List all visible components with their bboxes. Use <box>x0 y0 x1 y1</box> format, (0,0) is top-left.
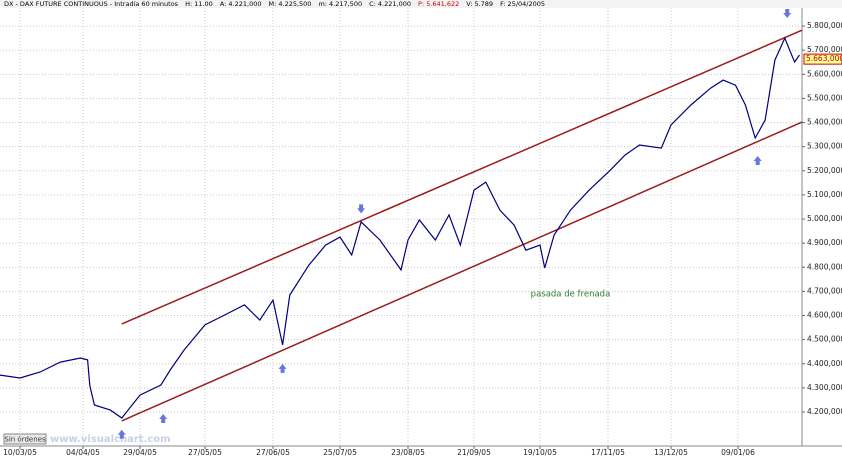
y-tick-label: 5.500,000 <box>807 93 842 102</box>
x-tick-label: 09/01/06 <box>721 448 755 457</box>
y-tick-label: 5.300,000 <box>807 142 842 151</box>
header-field: A: 4.221,000 <box>220 0 262 8</box>
y-tick-label: 5.600,000 <box>807 69 842 78</box>
header-field: C: 4.221,000 <box>369 0 411 8</box>
y-tick-label: 4.600,000 <box>807 311 842 320</box>
y-tick-label: 4.500,000 <box>807 335 842 344</box>
y-tick-label: 5.100,000 <box>807 190 842 199</box>
x-tick-label: 13/12/05 <box>654 448 688 457</box>
y-tick-label: 4.300,000 <box>807 383 842 392</box>
arrow-marker <box>783 9 792 19</box>
y-tick-label: 4.800,000 <box>807 262 842 271</box>
arrow-marker <box>117 429 126 439</box>
last-price-box <box>803 53 842 65</box>
arrow-marker <box>357 204 366 214</box>
y-tick-label: 4.200,000 <box>807 407 842 416</box>
x-tick-label: 19/10/05 <box>523 448 557 457</box>
header-field: V: 5.789 <box>466 0 493 8</box>
y-tick-label: 5.700,000 <box>807 45 842 54</box>
x-tick-label: 04/04/05 <box>66 448 100 457</box>
price-line <box>0 36 800 419</box>
x-tick-label: 23/08/05 <box>391 448 425 457</box>
arrow-marker <box>753 155 762 165</box>
y-tick-label: 4.900,000 <box>807 238 842 247</box>
y-tick-label: 5.400,000 <box>807 118 842 127</box>
header-field: DX - DAX FUTURE CONTINUOUS - Intradía 60… <box>4 0 179 8</box>
x-tick-label: 29/04/05 <box>123 448 157 457</box>
header-field: F: 25/04/2005 <box>500 0 545 8</box>
arrow-marker <box>159 414 168 424</box>
x-tick-label: 21/09/05 <box>457 448 491 457</box>
y-tick-label: 5.200,000 <box>807 166 842 175</box>
x-tick-label: 25/07/05 <box>323 448 357 457</box>
arrow-marker <box>278 363 287 373</box>
last-price-label: 5.663,000 <box>806 54 842 63</box>
y-tick-label: 5.000,000 <box>807 214 842 223</box>
x-tick-label: 17/11/05 <box>591 448 625 457</box>
x-tick-label: 10/03/05 <box>3 448 37 457</box>
x-tick-label: 27/05/05 <box>188 448 222 457</box>
watermark: www.visualchart.com <box>50 434 171 445</box>
y-tick-label: 4.400,000 <box>807 359 842 368</box>
orders-button-label[interactable]: Sin órdenes <box>4 436 46 444</box>
header-field: P: 5.641,622 <box>418 0 459 8</box>
orders-button[interactable] <box>3 433 47 445</box>
channel-line <box>121 29 803 325</box>
header-bar <box>0 0 842 8</box>
header-field: M: 4.225,500 <box>269 0 312 8</box>
header-field: H: 11.00 <box>185 0 213 8</box>
annotation: pasada de frenada <box>531 289 611 299</box>
y-tick-label: 5.800,000 <box>807 21 842 30</box>
y-tick-label: 4.700,000 <box>807 286 842 295</box>
channel-line <box>121 121 803 422</box>
header-field: m: 4.217,500 <box>318 0 362 8</box>
x-tick-label: 27/06/05 <box>256 448 290 457</box>
